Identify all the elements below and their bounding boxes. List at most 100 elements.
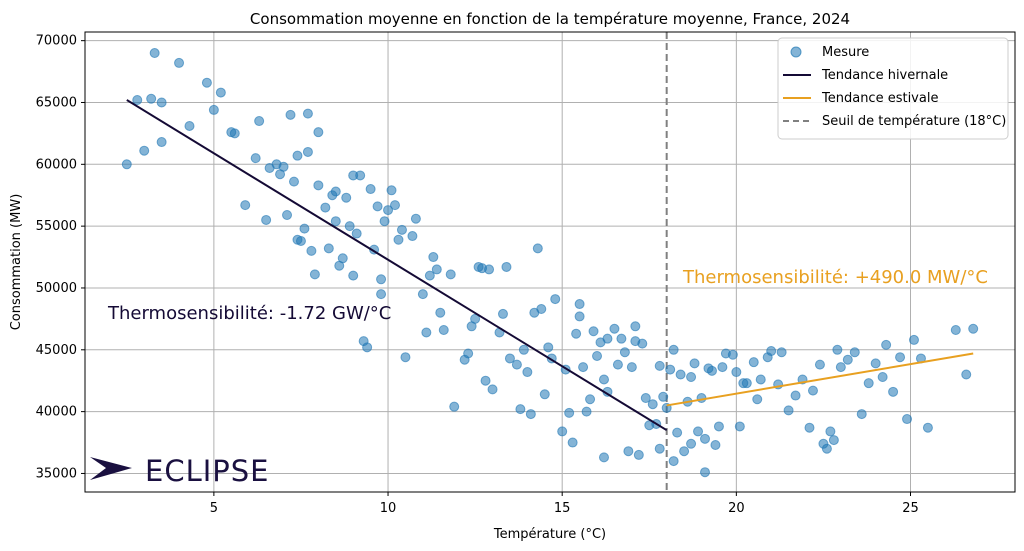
eclipse-logo: ECLIPSE (90, 454, 270, 488)
y-tick-label: 55000 (36, 219, 77, 234)
scatter-point (292, 150, 303, 161)
scatter-point (487, 384, 498, 395)
y-axis-title: Consommation (MW) (9, 194, 24, 331)
x-axis-title: Température (°C) (493, 527, 606, 542)
scatter-point (598, 374, 609, 385)
scatter-point (842, 354, 853, 365)
scatter-point (407, 231, 418, 242)
scatter-point (522, 367, 533, 378)
scatter-point (393, 234, 404, 245)
scatter-point (654, 360, 665, 371)
scatter-point (602, 333, 613, 344)
trend-lines (126, 99, 974, 432)
scatter-point (710, 440, 721, 451)
scatter-point (285, 109, 296, 120)
y-tick-label: 50000 (36, 281, 77, 296)
y-tick-label: 35000 (36, 466, 77, 481)
scatter-point (832, 344, 843, 355)
scatter-point (438, 325, 449, 336)
y-tick-label: 60000 (36, 157, 77, 172)
scatter-point (149, 48, 160, 59)
scatter-point (686, 438, 697, 449)
scatter-point (215, 87, 226, 98)
scatter-point (121, 159, 132, 170)
scatter-point (922, 422, 933, 433)
scatter-point (609, 323, 620, 334)
scatter-point (396, 224, 407, 235)
scatter-point (612, 359, 623, 370)
scatter-point (532, 243, 543, 254)
scatter-point (665, 364, 676, 375)
scatter-point (706, 365, 717, 376)
eclipse-logo-icon (90, 457, 132, 480)
scatter-point (501, 261, 512, 272)
scatter-point (654, 443, 665, 454)
scatter-point (592, 350, 603, 361)
scatter-point (640, 393, 651, 404)
legend-label-measure: Mesure (822, 45, 869, 60)
scatter-point (539, 389, 550, 400)
scatter-point (543, 342, 554, 353)
scatter-point (748, 357, 759, 368)
scatter-point (229, 128, 240, 139)
scatter-point (734, 421, 745, 432)
eclipse-logo-text: ECLIPSE (145, 454, 270, 488)
scatter-point (295, 235, 306, 246)
scatter-point (504, 353, 515, 364)
legend-label-summer: Tendance estivale (821, 91, 938, 106)
scatter-point (849, 347, 860, 358)
scatter-point (790, 390, 801, 401)
scatter-point (700, 467, 710, 478)
x-tick-label: 15 (554, 501, 571, 516)
scatter-point (484, 264, 495, 275)
scatter-point (557, 426, 568, 437)
scatter-point (616, 333, 627, 344)
x-tick-label: 20 (728, 501, 745, 516)
scatter-point (362, 342, 373, 353)
scatter-point (731, 367, 742, 378)
scatter-point (313, 180, 324, 191)
scatter-point (564, 407, 575, 418)
scatter-point (525, 409, 536, 420)
scatter-point (814, 359, 825, 370)
summer-annotation: Thermosensibilité: +490.0 MW/°C (682, 267, 988, 288)
scatter-point (351, 228, 362, 239)
y-tick-label: 70000 (36, 34, 77, 49)
scatter-point (585, 394, 596, 405)
scatter-point (355, 170, 366, 181)
scatter-point (633, 449, 644, 460)
scatter-point (445, 269, 456, 280)
scatter-point (320, 202, 331, 213)
scatter-point (386, 185, 397, 196)
scatter-point (623, 446, 634, 457)
plot-frame (84, 31, 1016, 493)
scatter-point (254, 116, 265, 127)
scatter-point (647, 399, 658, 410)
scatter-point (379, 216, 390, 227)
chart-title: Consommation moyenne en fonction de la t… (250, 10, 850, 28)
scatter-point (156, 97, 167, 108)
scatter-point (208, 104, 219, 115)
scatter-point (581, 406, 592, 417)
scatter-point (302, 108, 313, 119)
scatter-point (804, 422, 815, 433)
scatter-point (288, 176, 299, 187)
scatter-point (497, 308, 508, 319)
scatter-point (888, 386, 899, 397)
scatter-point (146, 93, 157, 104)
scatter-point (365, 184, 376, 195)
scatter-point (383, 205, 394, 216)
scatter-point (700, 433, 710, 444)
scatter-point (323, 243, 334, 254)
scatter-point (240, 200, 251, 211)
scatter-point (626, 362, 637, 373)
scatter-point (658, 391, 669, 402)
scatter-point (766, 346, 777, 357)
scatter-point (282, 210, 293, 221)
scatter-point (679, 446, 690, 457)
scatter-point (337, 253, 348, 264)
legend-label-winter: Tendance hivernale (821, 68, 948, 83)
scatter-point (330, 216, 341, 227)
scatter-point (424, 270, 435, 281)
scatter-point (717, 362, 728, 373)
